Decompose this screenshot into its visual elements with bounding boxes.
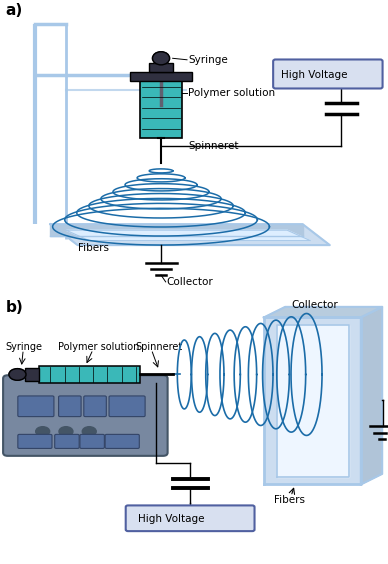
Text: Collector: Collector (291, 300, 338, 310)
Circle shape (36, 427, 50, 436)
FancyBboxPatch shape (273, 59, 383, 89)
FancyBboxPatch shape (55, 434, 79, 448)
Text: Syringe: Syringe (188, 55, 228, 65)
Text: Polymer solution: Polymer solution (58, 342, 140, 351)
Text: Polymer solution: Polymer solution (188, 87, 275, 98)
Circle shape (9, 369, 26, 380)
FancyBboxPatch shape (105, 434, 139, 448)
Text: High Voltage: High Voltage (281, 70, 348, 80)
Polygon shape (361, 307, 382, 484)
Polygon shape (277, 325, 349, 477)
FancyBboxPatch shape (84, 396, 106, 417)
FancyBboxPatch shape (3, 375, 168, 456)
Text: Fibers: Fibers (274, 495, 305, 505)
Polygon shape (66, 230, 310, 241)
Polygon shape (264, 318, 361, 484)
Polygon shape (50, 224, 330, 245)
Polygon shape (140, 81, 182, 138)
Polygon shape (25, 368, 39, 381)
Circle shape (59, 427, 73, 436)
Polygon shape (149, 63, 173, 72)
FancyBboxPatch shape (59, 396, 81, 417)
Polygon shape (264, 307, 382, 318)
Polygon shape (130, 72, 192, 81)
Text: Collector: Collector (167, 277, 213, 288)
FancyBboxPatch shape (80, 434, 104, 448)
Text: Fibers: Fibers (78, 243, 109, 253)
Text: High Voltage: High Voltage (138, 514, 204, 524)
Text: a): a) (6, 3, 23, 18)
Text: b): b) (6, 300, 24, 315)
Polygon shape (50, 224, 303, 236)
Text: Spinneret: Spinneret (136, 342, 183, 351)
Text: Syringe: Syringe (6, 342, 43, 351)
Polygon shape (39, 366, 140, 383)
FancyBboxPatch shape (109, 396, 145, 417)
FancyBboxPatch shape (18, 396, 54, 417)
FancyBboxPatch shape (126, 505, 255, 531)
FancyBboxPatch shape (18, 434, 52, 448)
Circle shape (152, 52, 170, 65)
Text: Spinneret: Spinneret (188, 142, 239, 152)
Circle shape (82, 427, 96, 436)
